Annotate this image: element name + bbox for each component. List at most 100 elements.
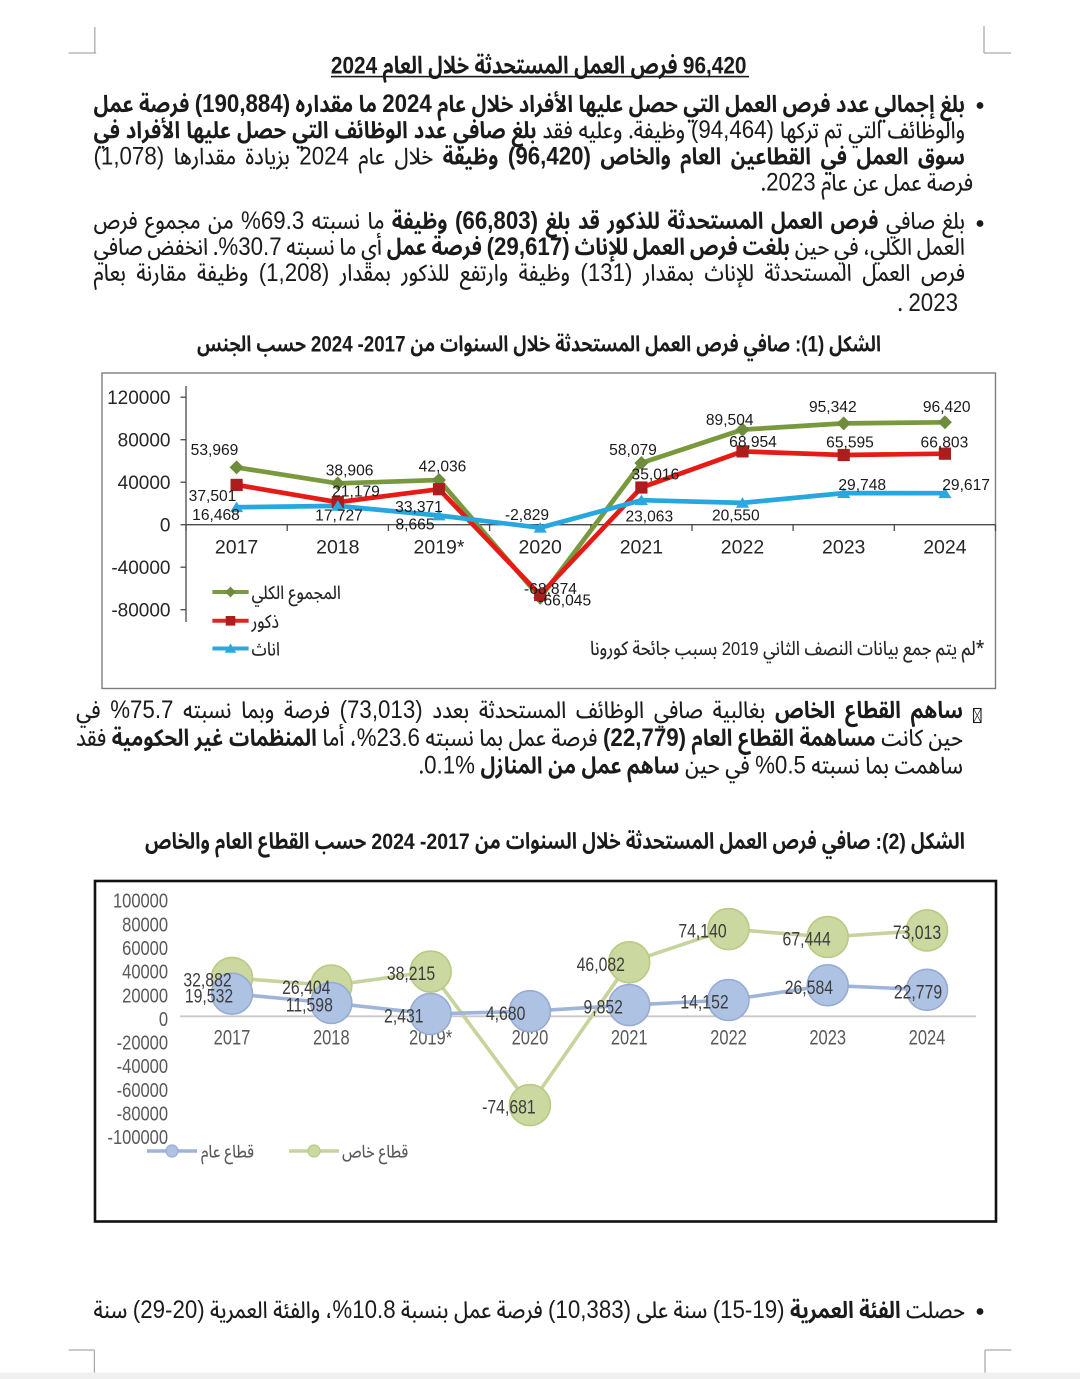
- svg-text:21,179: 21,179: [332, 483, 380, 500]
- svg-text:14,152: 14,152: [680, 991, 728, 1013]
- svg-text:-2017: -2017: [358, 333, 406, 357]
- svg-text:(10,383): (10,383): [548, 1296, 631, 1323]
- svg-text:2019: 2019: [722, 638, 759, 659]
- svg-text:66,803: 66,803: [921, 435, 969, 452]
- svg-text:9,852: 9,852: [583, 996, 623, 1018]
- svg-text:2023: 2023: [809, 1027, 846, 1051]
- svg-text:%75.7: %75.7: [110, 696, 173, 723]
- svg-text:16,468: 16,468: [192, 507, 240, 524]
- svg-text:2019*: 2019*: [409, 1027, 453, 1051]
- svg-text:-60000: -60000: [117, 1078, 168, 1101]
- svg-text:89,504: 89,504: [706, 412, 754, 429]
- svg-text:96,420: 96,420: [683, 52, 747, 79]
- svg-text:32,882: 32,882: [183, 969, 231, 991]
- svg-text:%0.5: %0.5: [755, 752, 806, 779]
- svg-text:(94,464): (94,464): [691, 116, 774, 143]
- svg-text:29,748: 29,748: [838, 477, 886, 494]
- svg-text:-100000: -100000: [108, 1125, 168, 1148]
- svg-text:60000: 60000: [122, 936, 168, 959]
- svg-text:2023: 2023: [822, 537, 865, 559]
- svg-text:%69.3: %69.3: [241, 207, 304, 234]
- svg-text:26,404: 26,404: [282, 976, 330, 998]
- svg-text:40000: 40000: [118, 473, 171, 494]
- svg-text:-40000: -40000: [117, 1054, 168, 1077]
- svg-text:0.1%: 0.1%: [424, 752, 475, 779]
- svg-text:17,727: 17,727: [315, 507, 363, 524]
- svg-text:(73,013): (73,013): [340, 696, 423, 723]
- svg-text:2020: 2020: [519, 537, 563, 559]
- svg-text:2024: 2024: [371, 830, 415, 855]
- svg-text:2020: 2020: [512, 1027, 549, 1051]
- svg-text::(2): :(2): [876, 830, 906, 855]
- svg-text:2024: 2024: [311, 333, 353, 357]
- svg-text:0: 0: [159, 1007, 168, 1030]
- svg-text:%30.7: %30.7: [218, 233, 281, 260]
- svg-text:-20000: -20000: [117, 1031, 168, 1054]
- svg-text:8,665: 8,665: [395, 517, 434, 534]
- svg-text:-74,681: -74,681: [482, 1096, 536, 1118]
- svg-text:(131): (131): [580, 259, 632, 286]
- svg-text:53,969: 53,969: [191, 442, 239, 459]
- svg-text:(29,617): (29,617): [487, 233, 570, 260]
- svg-text:4,680: 4,680: [486, 1002, 526, 1024]
- svg-text:(1,208): (1,208): [259, 259, 330, 286]
- svg-text:67,444: 67,444: [783, 928, 831, 950]
- svg-text:(1,078): (1,078): [94, 142, 165, 169]
- svg-text::(1): :(1): [795, 333, 824, 357]
- svg-text:2017: 2017: [215, 537, 258, 559]
- svg-text:42,036: 42,036: [419, 458, 467, 475]
- svg-text:2024: 2024: [331, 52, 378, 79]
- svg-text:120000: 120000: [107, 388, 170, 409]
- svg-text:73,013: 73,013: [893, 921, 941, 943]
- svg-text:65,595: 65,595: [826, 435, 874, 452]
- svg-text:68,954: 68,954: [729, 434, 777, 451]
- svg-text:19,532: 19,532: [185, 985, 233, 1007]
- svg-text:35,016: 35,016: [632, 466, 680, 483]
- svg-text:20,550: 20,550: [712, 508, 760, 525]
- svg-text:38,906: 38,906: [326, 462, 374, 479]
- svg-text:38,215: 38,215: [387, 963, 435, 985]
- svg-text:2024: 2024: [299, 142, 349, 169]
- svg-text:100000: 100000: [113, 889, 168, 912]
- svg-text:-40000: -40000: [111, 558, 170, 579]
- svg-text:58,079: 58,079: [609, 442, 657, 459]
- svg-text:(66,803): (66,803): [455, 207, 538, 234]
- svg-text:-66,045: -66,045: [538, 593, 591, 610]
- svg-text:2023: 2023: [908, 289, 958, 316]
- svg-text:2024: 2024: [909, 1027, 946, 1051]
- svg-text:20000: 20000: [122, 984, 168, 1007]
- svg-text:2018: 2018: [316, 537, 359, 559]
- svg-text:2018: 2018: [313, 1027, 350, 1051]
- svg-text:-80000: -80000: [111, 600, 170, 621]
- svg-text:2024: 2024: [382, 90, 432, 117]
- svg-text:2017: 2017: [214, 1027, 251, 1051]
- svg-text:-2017: -2017: [420, 830, 470, 855]
- svg-text:95,342: 95,342: [809, 399, 857, 416]
- svg-text:-2,829: -2,829: [505, 507, 549, 524]
- svg-text:(190,884): (190,884): [195, 90, 290, 117]
- svg-text:%23.6: %23.6: [357, 724, 420, 751]
- svg-text:-80000: -80000: [117, 1102, 168, 1125]
- svg-text:33,371: 33,371: [395, 499, 443, 516]
- svg-text:-68,874: -68,874: [524, 581, 577, 598]
- svg-text:2021: 2021: [611, 1027, 648, 1051]
- svg-text:37,501: 37,501: [189, 488, 237, 505]
- svg-text:96,420: 96,420: [923, 399, 971, 416]
- svg-text:%10.8: %10.8: [332, 1296, 395, 1323]
- svg-text:2022: 2022: [721, 537, 764, 559]
- svg-text:2021: 2021: [620, 537, 663, 559]
- svg-text:2024: 2024: [923, 537, 967, 559]
- svg-text:46,082: 46,082: [577, 953, 625, 975]
- svg-text:(22,779): (22,779): [603, 724, 686, 751]
- svg-text:2019*: 2019*: [414, 537, 465, 559]
- svg-text:80000: 80000: [122, 913, 168, 936]
- svg-text:22,779: 22,779: [894, 981, 942, 1003]
- svg-text:80000: 80000: [118, 430, 171, 451]
- svg-text:2023: 2023: [766, 169, 816, 196]
- svg-text:29,617: 29,617: [942, 477, 990, 494]
- svg-text:40000: 40000: [122, 960, 168, 983]
- svg-text:0: 0: [160, 515, 171, 536]
- svg-text:(29-20): (29-20): [133, 1296, 205, 1323]
- svg-text:26,584: 26,584: [785, 976, 833, 998]
- svg-text:2,431: 2,431: [384, 1005, 424, 1027]
